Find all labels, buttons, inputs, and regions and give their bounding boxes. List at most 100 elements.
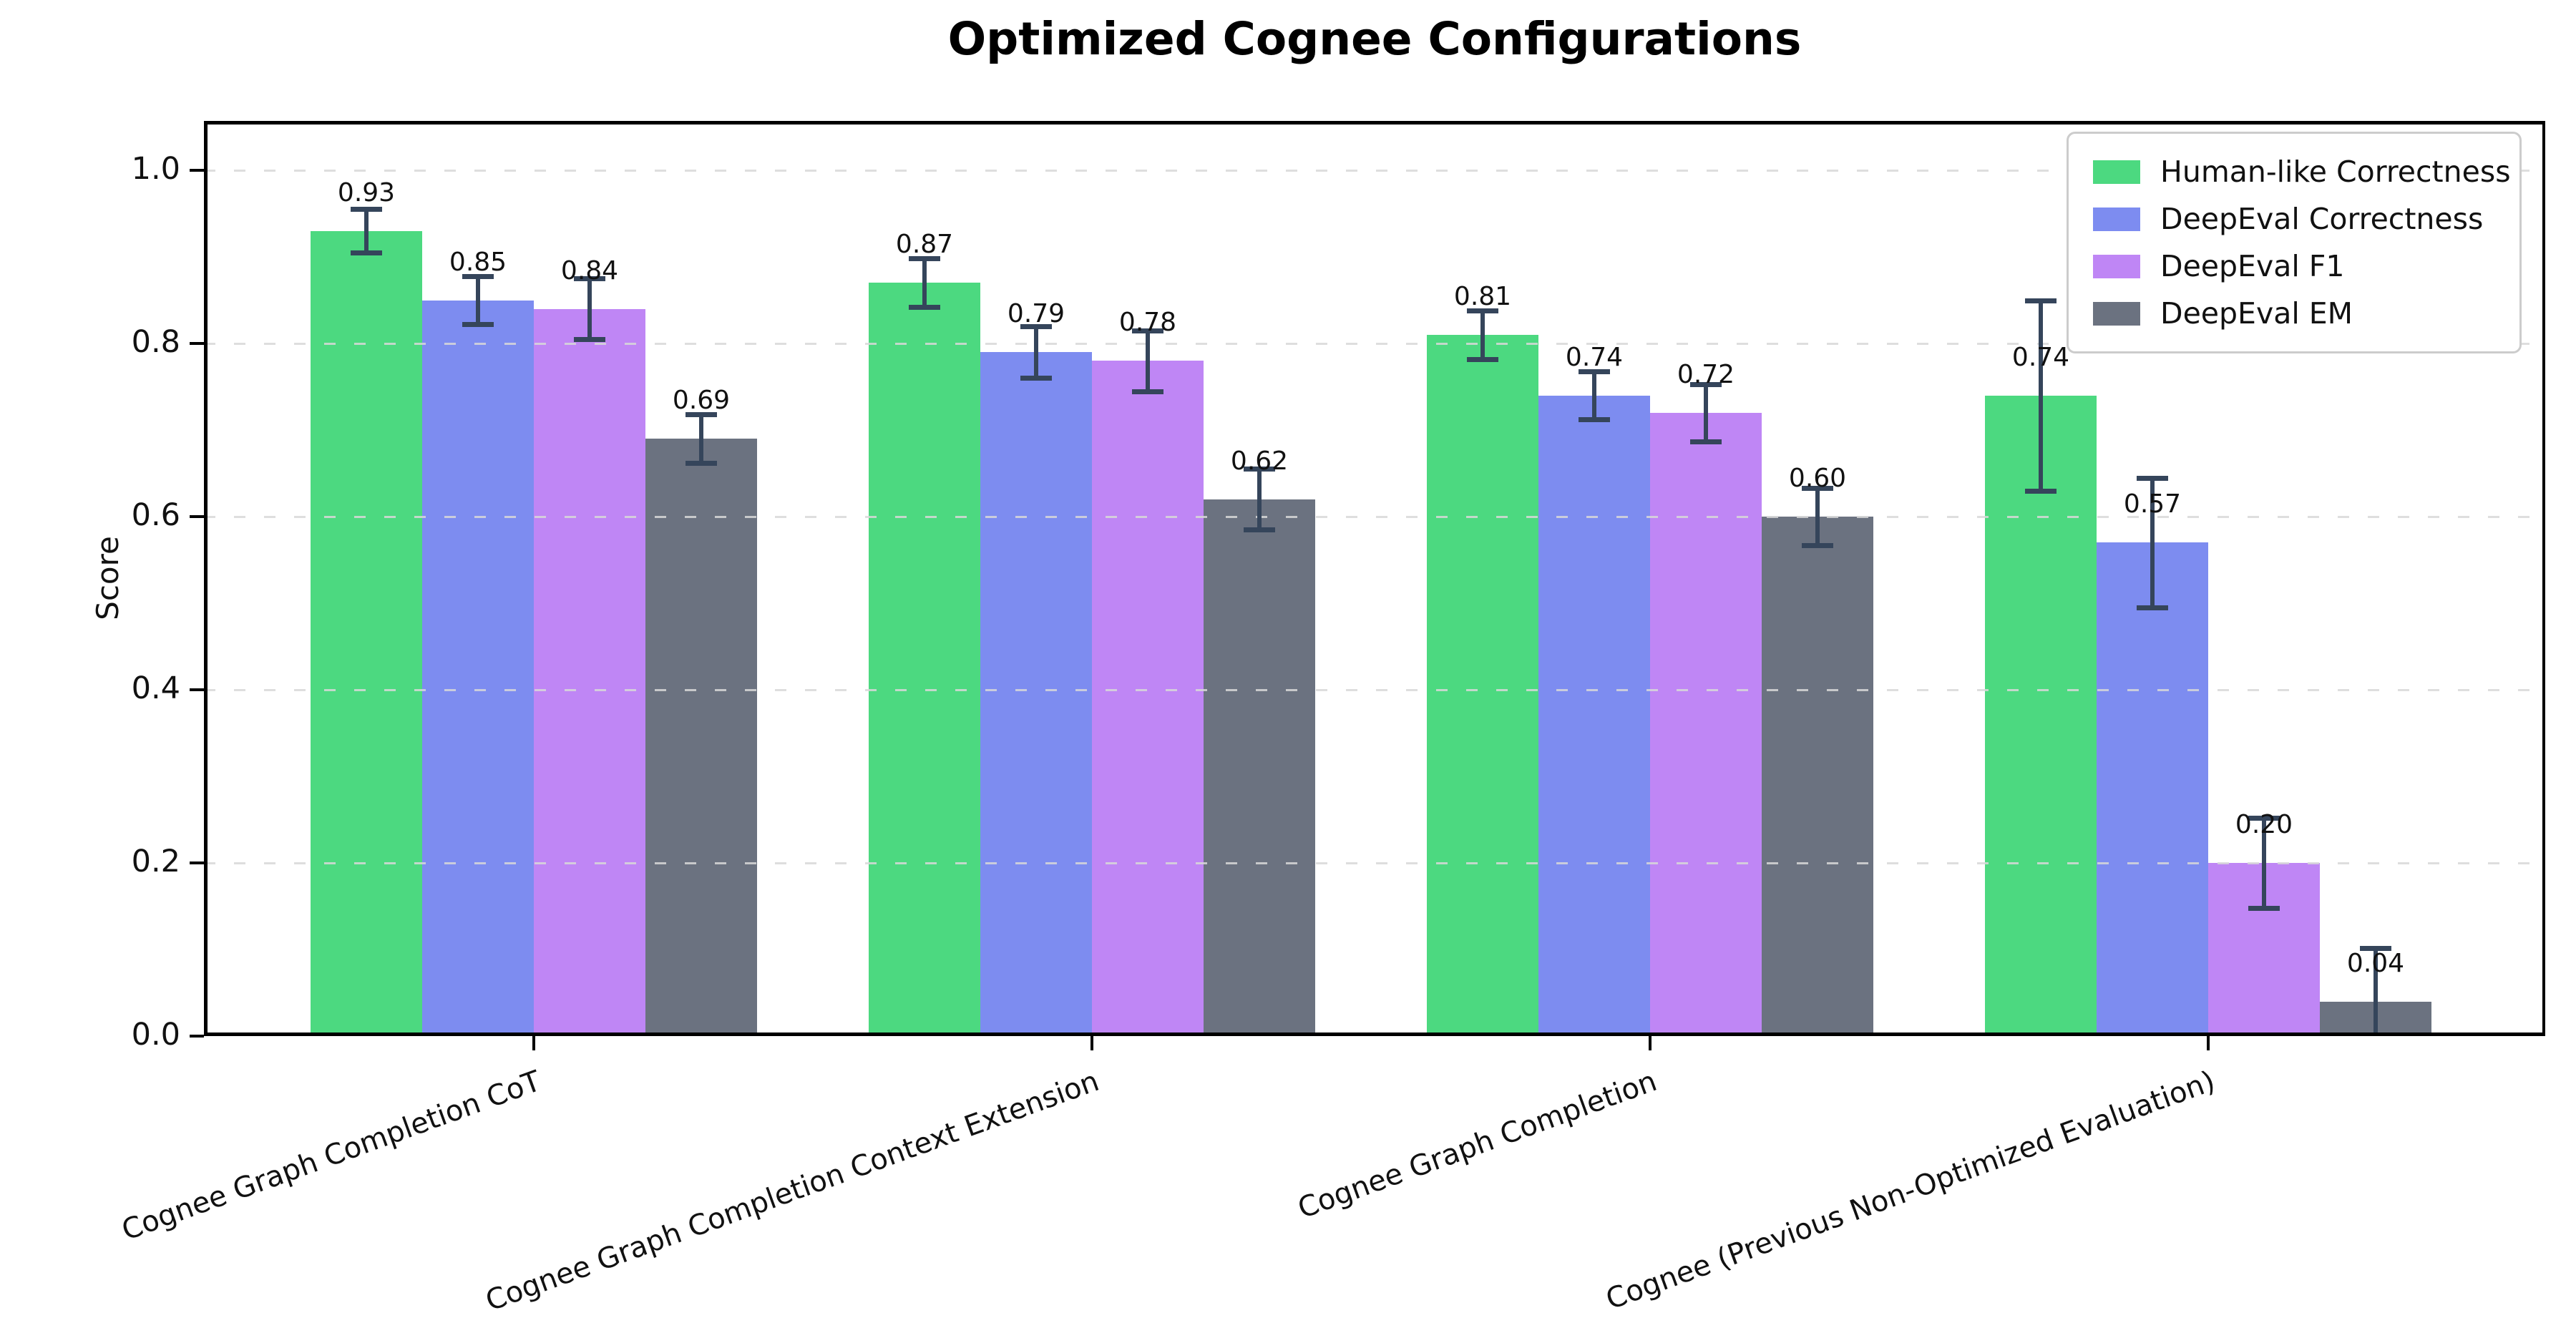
figure: Optimized Cognee Configurations Score 0.… [90,13,2545,1318]
error-bar-cap-bottom [1802,542,1833,548]
y-tick-label: 1.0 [131,151,180,187]
error-bar-cap-top [351,207,382,213]
bar-value-label: 0.79 [1007,299,1065,329]
y-tick-mark [190,861,204,864]
axis-spine-bottom [204,1033,2545,1036]
bar-deepeval-f1-cognee-graph-completion-cot [534,308,645,1036]
bar-deepeval-correctness-cognee-graph-completion-cot [422,300,534,1036]
y-tick-label: 0.2 [131,844,180,879]
legend-swatch-human-like-correctness [2093,160,2140,184]
bar-deepeval-correctness-cognee-graph-completion-context-extension [980,352,1092,1036]
error-bar [1257,469,1262,530]
x-tick-label-cognee-graph-completion-cot: Cognee Graph Completion CoT [117,1065,545,1247]
error-bar [2039,300,2043,491]
error-bar-cap-top [1579,368,1610,374]
bar-value-label: 0.04 [2346,948,2405,978]
error-bar [2262,818,2266,908]
bar-value-label: 0.62 [1230,446,1289,476]
error-bar [364,209,369,253]
plot-area: 0.93 0.87 0.81 0.74 0.85 0.79 0.74 0.57 0.84 0.78… [204,121,2545,1036]
y-axis-label: Score [90,536,125,620]
x-tick-label-cognee-graph-completion-context-extension: Cognee Graph Completion Context Extensio… [481,1065,1103,1318]
error-bar-cap-top [2025,298,2057,303]
legend-swatch-deepeval-em [2093,301,2140,326]
gridline-y-1.0 [204,169,2545,172]
axis-spine-top [204,121,2545,125]
bar-human-like-correctness-cognee-graph-completion [1427,334,1538,1036]
bar-deepeval-em-cognee-graph-completion-context-extension [1204,499,1315,1036]
y-tick-label: 0.0 [131,1017,180,1053]
error-bar-cap-top [1467,308,1498,314]
bar-value-label: 0.93 [337,177,396,208]
bar-deepeval-em-cognee-graph-completion [1762,517,1873,1036]
bar-value-label: 0.57 [2123,489,2182,519]
bar-value-label: 0.74 [2011,342,2070,372]
error-bar-cap-bottom [2248,905,2280,911]
error-bar-cap-top [462,273,494,279]
legend-item-deepeval-em: DeepEval EM [2090,290,2498,337]
error-bar-cap-bottom [686,460,717,466]
error-bar-cap-bottom [351,250,382,255]
x-tick-label-cognee-graph-completion: Cognee Graph Completion [1294,1065,1662,1226]
legend-swatch-deepeval-correctness [2093,207,2140,231]
error-bar-cap-bottom [909,305,940,311]
legend-item-deepeval-f1: DeepEval F1 [2090,243,2498,290]
legend-item-deepeval-correctness: DeepEval Correctness [2090,195,2498,243]
error-bar-cap-top [1802,486,1833,492]
error-bar [476,275,480,325]
y-tick-label: 0.8 [131,324,180,360]
error-bar-cap-bottom [1690,439,1722,444]
y-tick-mark [190,1035,204,1038]
y-tick-mark [190,688,204,691]
error-bar-cap-bottom [1132,389,1163,394]
error-bar-cap-bottom [2137,605,2168,611]
error-bar-cap-top [1244,467,1275,472]
error-bar-cap-top [1690,381,1722,387]
chart-title: Optimized Cognee Configurations [947,13,1802,65]
x-tick-mark [1649,1036,1652,1050]
legend-label-human-like-correctness: Human-like Correctness [2160,155,2511,189]
y-tick-label: 0.4 [131,670,180,706]
error-bar-cap-bottom [462,322,494,328]
x-tick-label-cognee-previous-non-optimized-evaluation: Cognee (Previous Non-Optimized Evaluatio… [1601,1065,2220,1317]
bar-value-label: 0.85 [449,247,507,277]
bar-value-label: 0.84 [560,255,619,285]
error-bar [1592,371,1596,420]
error-bar-cap-bottom [1020,376,1052,381]
y-tick-mark [190,515,204,518]
bar-human-like-correctness-cognee-graph-completion-cot [311,230,422,1036]
legend-item-human-like-correctness: Human-like Correctness [2090,148,2511,195]
x-tick-mark [1091,1036,1093,1050]
error-bar [587,278,592,339]
error-bar-cap-bottom [1244,527,1275,533]
error-bar-cap-top [2248,816,2280,821]
legend-swatch-deepeval-f1 [2093,254,2140,278]
axis-spine-left [204,121,208,1036]
bar-human-like-correctness-cognee-previous-non-optimized-evaluation [1985,395,2097,1036]
error-bar-cap-bottom [2025,488,2057,494]
y-tick-mark [190,342,204,345]
bar-deepeval-correctness-cognee-previous-non-optimized-evaluation [2097,542,2208,1036]
axis-spine-right [2542,121,2545,1036]
error-bar-cap-top [2360,945,2391,951]
error-bar [699,414,703,463]
x-tick-mark [532,1036,535,1050]
bar-value-label: 0.87 [895,230,954,260]
error-bar [2373,947,2378,1036]
bar-human-like-correctness-cognee-graph-completion-context-extension [869,283,980,1036]
bar-deepeval-f1-cognee-graph-completion-context-extension [1092,361,1204,1036]
bar-value-label: 0.74 [1565,342,1624,372]
y-tick-mark [190,169,204,172]
bar-deepeval-f1-cognee-graph-completion [1650,412,1762,1036]
bar-value-label: 0.78 [1118,308,1177,338]
gridline-y-0.4 [204,688,2545,691]
error-bar [1815,488,1820,545]
legend: Human-like Correctness DeepEval Correctne… [2067,132,2522,353]
y-tick-label: 0.6 [131,497,180,533]
error-bar-cap-top [2137,475,2168,481]
legend-label-deepeval-f1: DeepEval F1 [2160,249,2345,283]
legend-label-deepeval-correctness: DeepEval Correctness [2160,202,2484,236]
error-bar [1704,384,1708,441]
error-bar-cap-bottom [1467,356,1498,362]
gridline-y-0.8 [204,342,2545,345]
